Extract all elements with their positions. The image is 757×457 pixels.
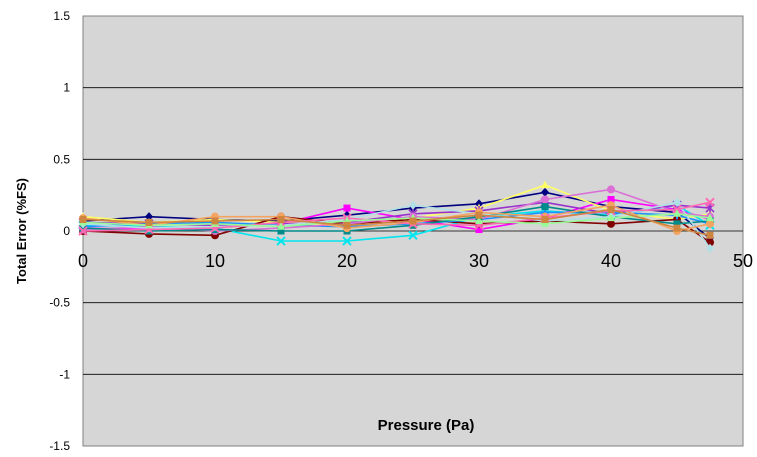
y-tick-label: -0.5: [49, 296, 70, 310]
data-point: [211, 217, 219, 225]
data-point: [342, 236, 352, 246]
data-point: [276, 236, 286, 246]
y-tick-label: -1.5: [49, 439, 70, 453]
series-layer: [78, 180, 715, 253]
data-point: [475, 226, 483, 234]
data-point: [706, 219, 714, 228]
data-point: [541, 219, 549, 227]
data-point: [145, 218, 153, 226]
data-point: [607, 213, 615, 222]
data-point: [706, 243, 714, 253]
tick-labels: 1.5 1 0.5 0 -0.5 -1 -1.5 0 10 20 30 40 50: [49, 9, 753, 453]
y-tick-label: 1: [63, 81, 70, 95]
data-point: [673, 224, 681, 232]
data-point: [277, 222, 285, 230]
data-point: [541, 195, 549, 204]
series-13: [79, 206, 714, 239]
data-point: [541, 187, 549, 197]
x-tick-label: 50: [733, 251, 753, 271]
y-tick-label: 1.5: [53, 9, 70, 23]
data-point: [607, 219, 615, 228]
y-tick-label: -1: [59, 367, 70, 381]
data-point: [706, 231, 714, 239]
data-point: [277, 227, 285, 235]
x-axis-label: Pressure (Pa): [378, 417, 475, 434]
data-point: [607, 206, 615, 213]
gridlines: [83, 87, 743, 375]
data-point: [409, 217, 417, 225]
data-point: [541, 216, 549, 224]
data-point: [673, 209, 681, 217]
data-point: [343, 221, 351, 229]
data-point: [277, 216, 285, 224]
y-tick-label: 0: [63, 224, 70, 238]
data-point: [343, 204, 351, 212]
data-point: [541, 203, 549, 211]
data-point: [79, 216, 87, 224]
data-point: [706, 213, 714, 222]
data-point: [408, 230, 418, 241]
x-tick-label: 20: [337, 251, 357, 271]
y-tick-label: 0.5: [53, 152, 70, 166]
data-point: [607, 185, 615, 194]
data-point: [475, 216, 483, 224]
x-tick-label: 10: [205, 251, 225, 271]
data-point: [705, 197, 715, 208]
data-point: [607, 195, 615, 203]
data-point: [673, 220, 681, 228]
data-point: [673, 197, 681, 207]
x-tick-label: 0: [78, 251, 88, 271]
y-axis-label: Total Error (%FS): [14, 178, 29, 284]
data-point: [541, 180, 549, 189]
x-tick-label: 40: [601, 251, 621, 271]
data-point: [78, 226, 88, 236]
data-point: [475, 211, 483, 219]
x-tick-label: 30: [469, 251, 489, 271]
data-point: [409, 200, 417, 210]
